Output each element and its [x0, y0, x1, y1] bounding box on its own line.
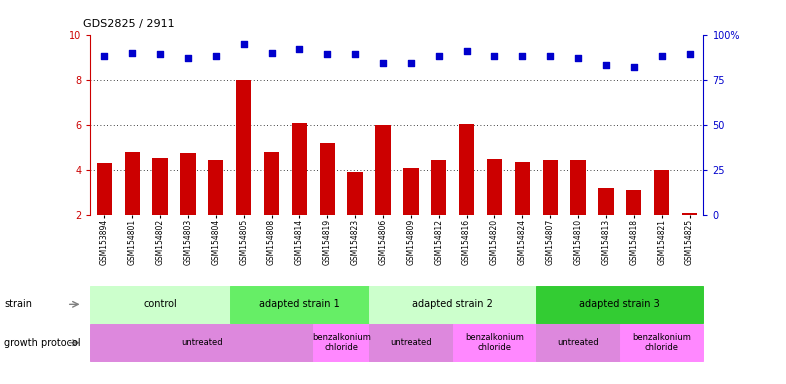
Bar [236, 80, 252, 215]
Bar [124, 152, 140, 215]
Bar [347, 172, 363, 215]
Point [600, 62, 612, 68]
Bar [626, 190, 641, 215]
Bar [292, 122, 307, 215]
Text: untreated: untreated [181, 338, 222, 347]
Point [126, 50, 138, 56]
Bar [376, 125, 391, 215]
Point [210, 53, 222, 59]
Bar [264, 152, 279, 215]
Text: benzalkonium
chloride: benzalkonium chloride [632, 333, 691, 353]
Text: untreated: untreated [390, 338, 432, 347]
Point [544, 53, 556, 59]
Bar [598, 188, 614, 215]
Point [627, 64, 640, 70]
Bar [403, 168, 418, 215]
Point [488, 53, 501, 59]
Text: adapted strain 3: adapted strain 3 [579, 299, 660, 310]
Text: adapted strain 1: adapted strain 1 [259, 299, 340, 310]
Bar [682, 213, 697, 215]
Point [154, 51, 167, 58]
Bar [180, 153, 196, 215]
Bar [459, 124, 474, 215]
Bar [487, 159, 502, 215]
Bar [208, 160, 223, 215]
Point [571, 55, 584, 61]
Text: adapted strain 2: adapted strain 2 [412, 299, 493, 310]
Bar [320, 143, 335, 215]
Text: control: control [143, 299, 177, 310]
Point [293, 46, 306, 52]
Point [182, 55, 194, 61]
Point [461, 48, 473, 54]
Point [376, 60, 389, 66]
Point [683, 51, 696, 58]
Text: benzalkonium
chloride: benzalkonium chloride [312, 333, 371, 353]
Bar [515, 162, 530, 215]
Bar [654, 170, 670, 215]
Point [516, 53, 529, 59]
Point [656, 53, 668, 59]
Point [237, 41, 250, 47]
Bar [152, 157, 167, 215]
Text: benzalkonium
chloride: benzalkonium chloride [465, 333, 524, 353]
Text: untreated: untreated [557, 338, 599, 347]
Text: strain: strain [4, 299, 32, 310]
Point [265, 50, 277, 56]
Bar [97, 163, 112, 215]
Bar [542, 160, 558, 215]
Point [98, 53, 111, 59]
Point [321, 51, 333, 58]
Text: growth protocol: growth protocol [4, 338, 80, 348]
Point [349, 51, 362, 58]
Bar [431, 160, 446, 215]
Point [432, 53, 445, 59]
Bar [571, 160, 586, 215]
Text: GDS2825 / 2911: GDS2825 / 2911 [83, 19, 174, 29]
Point [405, 60, 417, 66]
